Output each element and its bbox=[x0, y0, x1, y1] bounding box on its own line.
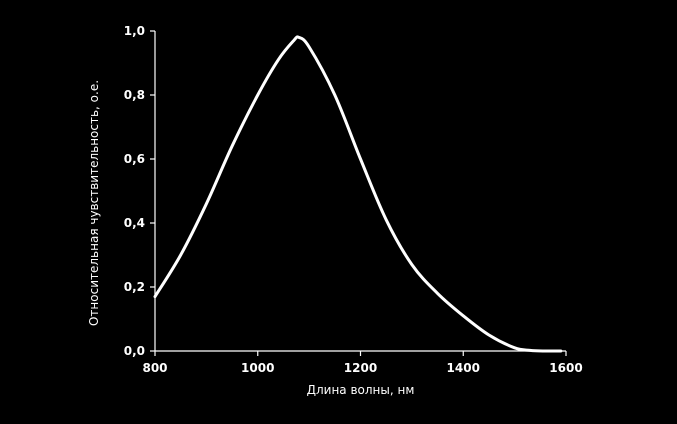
series-line bbox=[153, 35, 563, 353]
x-tick-label: 800 bbox=[142, 361, 167, 375]
x-tick-label: 1000 bbox=[241, 361, 274, 375]
series-layer bbox=[153, 35, 563, 353]
y-tick-label: 1,0 bbox=[124, 24, 145, 38]
y-tick-label: 0,0 bbox=[124, 344, 145, 358]
x-tick-label: 1200 bbox=[344, 361, 377, 375]
x-axis-title: Длина волны, нм bbox=[307, 383, 415, 397]
x-ticks: 800 1000 1200 1400 1600 bbox=[142, 351, 583, 375]
y-tick-label: 0,8 bbox=[124, 88, 145, 102]
y-ticks: 0,0 0,2 0,4 0,6 0,8 1,0 bbox=[124, 24, 155, 358]
y-axis-title: Относительная чувствительность, о.е. bbox=[87, 80, 101, 326]
y-tick-label: 0,2 bbox=[124, 280, 145, 294]
x-tick-label: 1400 bbox=[447, 361, 480, 375]
x-tick-label: 1600 bbox=[549, 361, 582, 375]
y-tick-label: 0,4 bbox=[124, 216, 145, 230]
y-tick-label: 0,6 bbox=[124, 152, 145, 166]
